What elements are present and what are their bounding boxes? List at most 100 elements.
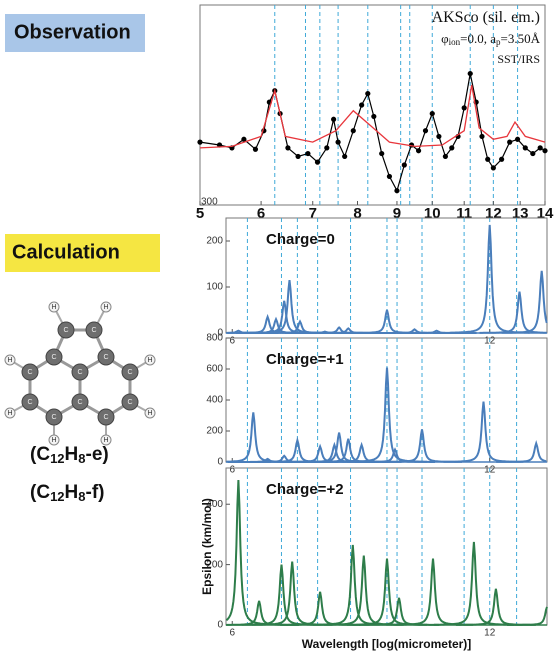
- y-tick-label: 400: [206, 395, 223, 406]
- data-point: [335, 140, 340, 145]
- carbon-label: C: [63, 327, 68, 334]
- data-point: [485, 157, 490, 162]
- data-point: [416, 148, 421, 153]
- y-tick-label: 100: [206, 282, 223, 293]
- chart-panel: 6120200400Charge=+2Wavelength [log(micro…: [200, 468, 547, 651]
- peak: [347, 368, 427, 462]
- data-point: [351, 128, 356, 133]
- hydrogen-label: H: [103, 437, 108, 444]
- data-point: [507, 140, 512, 145]
- formula-sub: 8: [78, 451, 85, 466]
- x-tick-label: 6: [229, 465, 235, 476]
- data-point: [359, 102, 364, 107]
- carbon-label: C: [51, 354, 56, 361]
- formula-part: -e): [86, 444, 109, 465]
- data-point: [468, 71, 473, 76]
- carbon-label: C: [103, 414, 108, 421]
- annotation-sub: ion: [449, 37, 461, 47]
- y-tick-label: 600: [206, 364, 223, 375]
- hydrogen-label: H: [7, 357, 12, 364]
- hydrogen-label: H: [103, 304, 108, 311]
- carbon-label: C: [27, 399, 32, 406]
- data-point: [436, 134, 441, 139]
- formula-sub: 12: [50, 489, 64, 504]
- formula-sub: 8: [78, 489, 85, 504]
- panel-label: Charge=+1: [266, 351, 344, 368]
- y-tick-label: 200: [206, 236, 223, 247]
- annotation-part: SST/IRS: [497, 52, 540, 66]
- x-tick-label: 12: [484, 628, 496, 639]
- data-point: [371, 114, 376, 119]
- hydrogen-label: H: [51, 437, 56, 444]
- carbon-label: C: [77, 369, 82, 376]
- formula: (C12H8-e): [30, 444, 109, 466]
- x-tick-label: 12: [485, 205, 502, 222]
- data-point: [515, 137, 520, 142]
- annotation-part: =3.50Å: [501, 31, 541, 46]
- data-point: [197, 140, 202, 145]
- calculation-label: Calculation: [12, 241, 120, 263]
- y-tick-label: 300: [201, 197, 218, 208]
- formula-sub: 12: [50, 451, 64, 466]
- carbon-label: C: [91, 327, 96, 334]
- formula-part: (C: [30, 482, 50, 503]
- data-point: [443, 154, 448, 159]
- data-point: [538, 145, 543, 150]
- x-tick-label: 8: [353, 205, 361, 222]
- data-point: [523, 145, 528, 150]
- data-point: [387, 174, 392, 179]
- data-point: [423, 128, 428, 133]
- data-point: [324, 145, 329, 150]
- peak: [313, 545, 393, 625]
- data-point: [315, 160, 320, 165]
- x-tick-label: 6: [229, 336, 235, 347]
- y-tick-label: 200: [206, 426, 223, 437]
- data-point: [331, 117, 336, 122]
- y-tick-label: 800: [206, 333, 223, 344]
- data-point: [342, 154, 347, 159]
- hydrogen-label: H: [147, 357, 152, 364]
- x-axis-label: Wavelength [log(micrometer)]: [302, 637, 472, 651]
- data-point: [499, 157, 504, 162]
- annotation-part: φ: [441, 31, 449, 46]
- hydrogen-label: H: [147, 410, 152, 417]
- carbon-label: C: [77, 399, 82, 406]
- carbon-label: C: [51, 414, 56, 421]
- data-point: [462, 105, 467, 110]
- peak: [393, 559, 473, 625]
- carbon-label: C: [27, 369, 32, 376]
- x-tick-label: 14: [537, 205, 554, 222]
- data-point: [295, 154, 300, 159]
- data-point: [379, 151, 384, 156]
- data-point: [479, 134, 484, 139]
- formula-part: -f): [86, 482, 105, 503]
- peak: [244, 301, 324, 333]
- peak: [496, 443, 546, 462]
- data-point: [542, 148, 547, 153]
- carbon-label: C: [127, 369, 132, 376]
- x-tick-label: 6: [229, 628, 235, 639]
- data-point: [430, 111, 435, 116]
- x-tick-label: 10: [424, 205, 441, 222]
- figure: Observation Calculation CCCCCCCCCCCCHHHH…: [0, 0, 558, 653]
- peak: [434, 542, 514, 625]
- annotation: φion=0.0, ap=3.50Å: [441, 31, 540, 47]
- panel-label: Charge=0: [266, 231, 335, 248]
- observation-label: Observation: [14, 21, 131, 43]
- x-tick-label: 6: [257, 205, 265, 222]
- data-point: [402, 162, 407, 167]
- data-point: [449, 145, 454, 150]
- x-tick-label: 13: [512, 205, 529, 222]
- annotation: AKSco (sil. em.): [432, 9, 540, 26]
- y-axis-label: Epsilon (km/mol): [200, 498, 214, 595]
- formula: (C12H8-f): [30, 482, 104, 504]
- molecule: CCCCCCCCCCCCHHHHHHHH: [5, 302, 155, 445]
- y-tick-label: 0: [217, 620, 223, 631]
- peak: [226, 412, 293, 462]
- formula-part: H: [65, 482, 79, 503]
- data-point: [253, 147, 258, 152]
- carbon-label: C: [127, 399, 132, 406]
- peak: [444, 402, 524, 462]
